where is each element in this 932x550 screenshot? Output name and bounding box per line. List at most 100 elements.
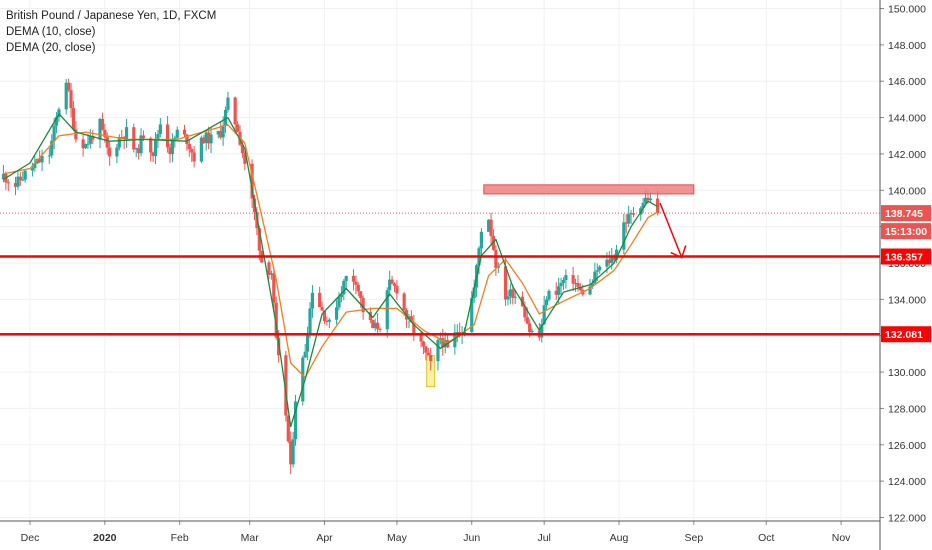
upper-level-tag: 136.357 — [881, 248, 931, 265]
candle-body — [588, 286, 592, 295]
candles — [1, 78, 660, 474]
candle-body — [426, 352, 430, 356]
candle-body — [50, 140, 54, 156]
candle-body — [187, 144, 191, 150]
x-tick-label: Apr — [316, 532, 333, 544]
dema10-line — [3, 113, 658, 428]
x-tick-label: Oct — [758, 532, 774, 544]
y-tick-label: 130.000 — [888, 367, 926, 379]
candle-body — [122, 137, 126, 140]
x-tick-label: Jul — [537, 532, 550, 544]
candle-body — [395, 285, 399, 294]
resistance-zone — [483, 184, 695, 195]
x-tick-label: Aug — [610, 532, 629, 544]
dema20-legend: DEMA (20, close) — [6, 42, 96, 54]
y-tick-label: 140.000 — [888, 185, 926, 197]
candle-body — [255, 212, 259, 229]
lower-level-tag: 132.081 — [881, 326, 931, 343]
candle-body — [547, 290, 551, 300]
candle-body — [388, 279, 392, 291]
candle-body — [156, 133, 160, 139]
candle-body — [455, 332, 459, 334]
y-tick-label: 128.000 — [888, 403, 926, 415]
candle-body — [149, 138, 153, 153]
candle-body — [610, 256, 614, 264]
candle-body — [223, 109, 228, 126]
candle-body — [503, 266, 508, 300]
candle-body — [158, 124, 162, 134]
candle-body — [412, 322, 416, 333]
candle-body — [221, 125, 225, 138]
candle-body — [337, 297, 341, 308]
candle-body — [289, 441, 293, 465]
candle-body — [590, 283, 595, 287]
candle-body — [429, 355, 433, 362]
candle-body — [40, 156, 44, 163]
candle-body — [557, 286, 561, 295]
candle-body — [643, 197, 648, 203]
candle-body — [409, 316, 414, 323]
candle-body — [656, 198, 660, 214]
candle-body — [306, 334, 310, 352]
candle-body — [624, 222, 628, 224]
candle-body — [117, 137, 121, 148]
candle-body — [243, 153, 247, 164]
candle-body — [530, 330, 534, 333]
candle-body — [361, 298, 365, 313]
candle-body — [21, 179, 25, 181]
candle-body — [441, 337, 445, 348]
candle-body — [325, 320, 329, 322]
countdown-tag: 15:13:00 — [881, 223, 931, 240]
lower-level-tag-bg — [881, 326, 931, 343]
candle-body — [320, 306, 324, 311]
candle-body — [419, 332, 423, 342]
candle-body — [301, 357, 305, 402]
candle-body — [120, 137, 124, 139]
y-tick-label: 122.000 — [888, 513, 926, 525]
candle-body — [54, 116, 59, 126]
candle-body — [23, 170, 27, 180]
candle-body — [57, 109, 61, 117]
candle-body — [199, 137, 203, 162]
candle-body — [334, 307, 339, 320]
candle-body — [578, 286, 582, 291]
down-arrow-head — [670, 245, 687, 259]
candle-body — [18, 176, 22, 180]
candle-body — [81, 139, 85, 149]
x-tick-label: May — [387, 532, 408, 544]
candle-body — [207, 132, 211, 144]
candle-body — [472, 287, 476, 299]
candle-body — [376, 322, 380, 329]
candle-body — [385, 290, 389, 330]
countdown-tag-bg — [881, 223, 931, 240]
candle-body — [71, 108, 76, 130]
upper-level-label: 136.357 — [885, 252, 923, 264]
candle-body — [303, 351, 307, 358]
candle-body — [554, 290, 558, 295]
candle-body — [508, 289, 512, 297]
candle-body — [622, 222, 626, 250]
candle-body — [436, 340, 440, 362]
candle-body — [528, 323, 532, 333]
candle-body — [392, 283, 397, 286]
candle-body — [390, 279, 394, 284]
candle-body — [470, 298, 474, 333]
candle-body — [139, 135, 143, 154]
x-tick-label: 2020 — [93, 532, 117, 544]
candle-body — [185, 134, 189, 145]
grid — [0, 0, 880, 521]
candle-body — [47, 155, 51, 157]
dema10-legend: DEMA (10, close) — [6, 26, 96, 38]
candle-body — [344, 275, 348, 281]
dema20-line — [3, 124, 658, 379]
candle-body — [540, 324, 544, 338]
candle-body — [605, 259, 609, 267]
last-price-tag: 138.745 — [881, 205, 931, 222]
candle-body — [489, 219, 493, 237]
candle-body — [612, 256, 616, 260]
candle-body — [359, 291, 363, 299]
candle-body — [13, 183, 18, 187]
candle-body — [257, 228, 261, 251]
